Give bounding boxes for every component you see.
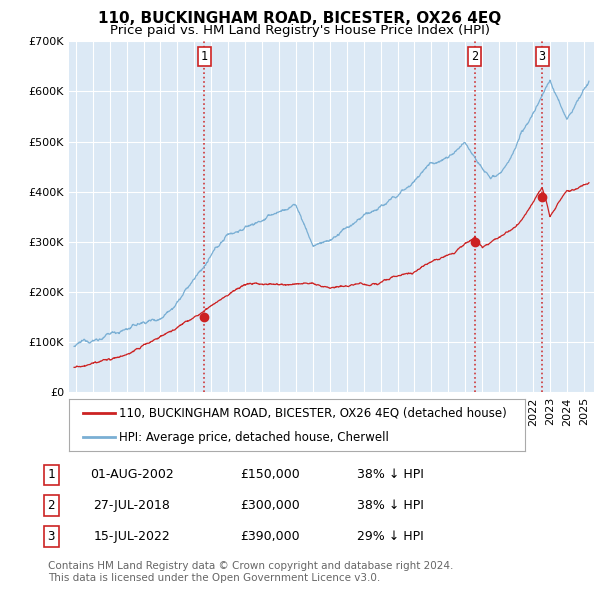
Text: 38% ↓ HPI: 38% ↓ HPI: [356, 468, 424, 481]
Text: Contains HM Land Registry data © Crown copyright and database right 2024.
This d: Contains HM Land Registry data © Crown c…: [48, 561, 454, 583]
Text: HPI: Average price, detached house, Cherwell: HPI: Average price, detached house, Cher…: [119, 431, 389, 444]
Text: 27-JUL-2018: 27-JUL-2018: [94, 499, 170, 512]
Text: 2: 2: [47, 499, 55, 512]
Text: 15-JUL-2022: 15-JUL-2022: [94, 530, 170, 543]
Text: 110, BUCKINGHAM ROAD, BICESTER, OX26 4EQ (detached house): 110, BUCKINGHAM ROAD, BICESTER, OX26 4EQ…: [119, 407, 507, 420]
Text: 29% ↓ HPI: 29% ↓ HPI: [356, 530, 424, 543]
Text: Price paid vs. HM Land Registry's House Price Index (HPI): Price paid vs. HM Land Registry's House …: [110, 24, 490, 37]
Text: 1: 1: [200, 50, 208, 63]
Text: 38% ↓ HPI: 38% ↓ HPI: [356, 499, 424, 512]
Text: £390,000: £390,000: [240, 530, 300, 543]
Text: 110, BUCKINGHAM ROAD, BICESTER, OX26 4EQ: 110, BUCKINGHAM ROAD, BICESTER, OX26 4EQ: [98, 11, 502, 25]
Text: 2: 2: [471, 50, 478, 63]
Text: 1: 1: [47, 468, 55, 481]
Text: 3: 3: [539, 50, 546, 63]
Text: £150,000: £150,000: [240, 468, 300, 481]
Text: 3: 3: [47, 530, 55, 543]
Text: 01-AUG-2002: 01-AUG-2002: [90, 468, 174, 481]
Text: £300,000: £300,000: [240, 499, 300, 512]
